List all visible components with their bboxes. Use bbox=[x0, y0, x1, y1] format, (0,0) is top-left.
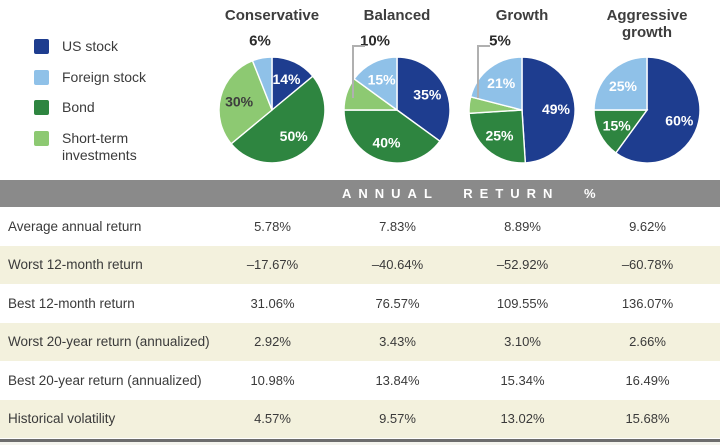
cell-conservative: 31.06% bbox=[250, 295, 295, 311]
pie-slice-label: 21% bbox=[487, 75, 516, 91]
pie-slice-us-stock bbox=[396, 56, 451, 143]
annual-return-header-bar: ANNUAL RETURN % bbox=[0, 180, 720, 207]
table-row: Worst 20-year return (annualized) 2.92% … bbox=[0, 322, 720, 361]
pie-svg: 14% 50% 30% bbox=[218, 56, 326, 164]
cell-growth: 15.34% bbox=[500, 372, 545, 388]
cell-growth: 3.10% bbox=[504, 334, 541, 350]
pie-slice-label: 10% bbox=[359, 32, 391, 50]
pie-slice-label: 5% bbox=[489, 32, 511, 50]
pie-chart-aggressive-growth: 60% 15% 25% bbox=[591, 54, 703, 166]
pie-slice-label: 49% bbox=[542, 101, 571, 117]
annual-return-table: Average annual return 5.78% 7.83% 8.89% … bbox=[0, 207, 720, 438]
pie-svg: 60% 15% 25% bbox=[593, 56, 701, 164]
cell-conservative: 2.92% bbox=[254, 334, 291, 350]
cell-growth: 8.89% bbox=[504, 218, 541, 234]
pie-slice-us-stock bbox=[614, 56, 701, 164]
pie-slice-us-stock bbox=[521, 56, 576, 164]
table-row: Worst 12-month return –17.67% –40.64% –5… bbox=[0, 245, 720, 284]
foreign-stock-swatch-icon bbox=[34, 69, 49, 85]
pie-slice-label: 14% bbox=[272, 71, 301, 87]
pie-slice-bond bbox=[593, 109, 649, 154]
legend-label: Foreign stock bbox=[62, 68, 147, 85]
cell-balanced: 7.83% bbox=[379, 218, 416, 234]
callout-line bbox=[352, 45, 354, 98]
legend-item-foreign-stock: Foreign stock bbox=[34, 69, 184, 87]
cell-aggressive-growth: 9.62% bbox=[629, 218, 666, 234]
cell-balanced: 9.57% bbox=[379, 411, 416, 427]
row-label: Best 20-year return (annualized) bbox=[8, 372, 202, 388]
pie-slice-label: 15% bbox=[368, 72, 397, 88]
cell-growth: 13.02% bbox=[500, 411, 545, 427]
legend-item-bond: Bond bbox=[34, 99, 184, 117]
cell-aggressive-growth: 136.07% bbox=[621, 295, 674, 311]
pie-slice-foreign-stock bbox=[353, 56, 398, 112]
pie-chart-conservative: 14% 50% 30% bbox=[216, 54, 328, 166]
cell-conservative: –17.67% bbox=[246, 257, 299, 273]
pie-svg: 35% 40% 15% bbox=[343, 56, 451, 164]
cell-balanced: 13.84% bbox=[375, 372, 420, 388]
pie-slice-bond bbox=[230, 75, 326, 164]
legend-item-short-term: Short-term investments bbox=[34, 130, 184, 165]
pie-slice-label: 50% bbox=[280, 128, 309, 144]
pie-slice-label: 15% bbox=[603, 117, 632, 133]
cell-aggressive-growth: –60.78% bbox=[621, 257, 674, 273]
cell-aggressive-growth: 16.49% bbox=[625, 372, 670, 388]
row-label: Average annual return bbox=[8, 218, 142, 234]
pie-svg: 49% 25% 21% bbox=[468, 56, 576, 164]
cell-conservative: 4.57% bbox=[254, 411, 291, 427]
bottom-strip bbox=[0, 442, 720, 445]
legend-label: Bond bbox=[62, 99, 95, 115]
pie-slice-bond bbox=[468, 109, 527, 164]
table-row: Average annual return 5.78% 7.83% 8.89% … bbox=[0, 207, 720, 246]
table-row: Best 20-year return (annualized) 10.98% … bbox=[0, 361, 720, 400]
cell-aggressive-growth: 2.66% bbox=[629, 334, 666, 350]
row-label: Historical volatility bbox=[8, 411, 116, 427]
legend: US stock Foreign stock Bond Short-term i… bbox=[34, 38, 184, 178]
short-term-swatch-icon bbox=[34, 130, 49, 146]
cell-growth: 109.55% bbox=[496, 295, 549, 311]
legend-label: US stock bbox=[62, 38, 119, 54]
pie-slice-label: 30% bbox=[225, 94, 254, 110]
bond-swatch-icon bbox=[34, 100, 49, 115]
legend-label: Short-term investments bbox=[62, 129, 137, 164]
pie-chart-balanced: 35% 40% 15% bbox=[341, 54, 453, 166]
row-label: Worst 20-year return (annualized) bbox=[8, 334, 210, 350]
row-label: Best 12-month return bbox=[8, 295, 135, 311]
pie-slice-foreign-stock bbox=[251, 56, 273, 111]
cell-aggressive-growth: 15.68% bbox=[625, 411, 670, 427]
pie-slice-label: 40% bbox=[372, 134, 401, 150]
table-row: Historical volatility 4.57% 9.57% 13.02%… bbox=[0, 399, 720, 438]
pie-slice-label: 6% bbox=[249, 32, 271, 50]
cell-balanced: 76.57% bbox=[375, 295, 420, 311]
callout-line bbox=[352, 45, 365, 47]
legend-item-us-stock: US stock bbox=[34, 38, 184, 56]
pie-slice-label: 25% bbox=[609, 78, 638, 94]
pie-title-conservative: Conservative bbox=[224, 7, 320, 24]
pie-slice-label: 25% bbox=[485, 128, 514, 144]
pie-title-balanced: Balanced bbox=[363, 7, 431, 24]
pie-slice-label: 35% bbox=[413, 87, 442, 103]
cell-balanced: –40.64% bbox=[371, 257, 424, 273]
cell-balanced: 3.43% bbox=[379, 334, 416, 350]
pie-chart-growth: 49% 25% 21% bbox=[466, 54, 578, 166]
pie-slice-bond bbox=[343, 109, 441, 164]
annual-return-header-text: ANNUAL RETURN % bbox=[342, 186, 603, 201]
cell-conservative: 10.98% bbox=[250, 372, 295, 388]
bottom-divider bbox=[0, 439, 720, 442]
table-row: Best 12-month return 31.06% 76.57% 109.5… bbox=[0, 284, 720, 323]
pie-slice-label: 60% bbox=[665, 113, 694, 129]
pie-slice-foreign-stock bbox=[469, 56, 523, 111]
us-stock-swatch-icon bbox=[34, 39, 49, 54]
pie-title-growth: Growth bbox=[495, 7, 549, 24]
cell-conservative: 5.78% bbox=[254, 218, 291, 234]
callout-line bbox=[477, 45, 479, 98]
pie-slice-foreign-stock bbox=[593, 56, 648, 111]
row-label: Worst 12-month return bbox=[8, 257, 143, 273]
callout-line bbox=[477, 45, 490, 47]
cell-growth: –52.92% bbox=[496, 257, 549, 273]
pie-slice-short-term-investments bbox=[218, 59, 273, 145]
pie-title-aggressive-growth: Aggressive growth bbox=[606, 7, 688, 42]
